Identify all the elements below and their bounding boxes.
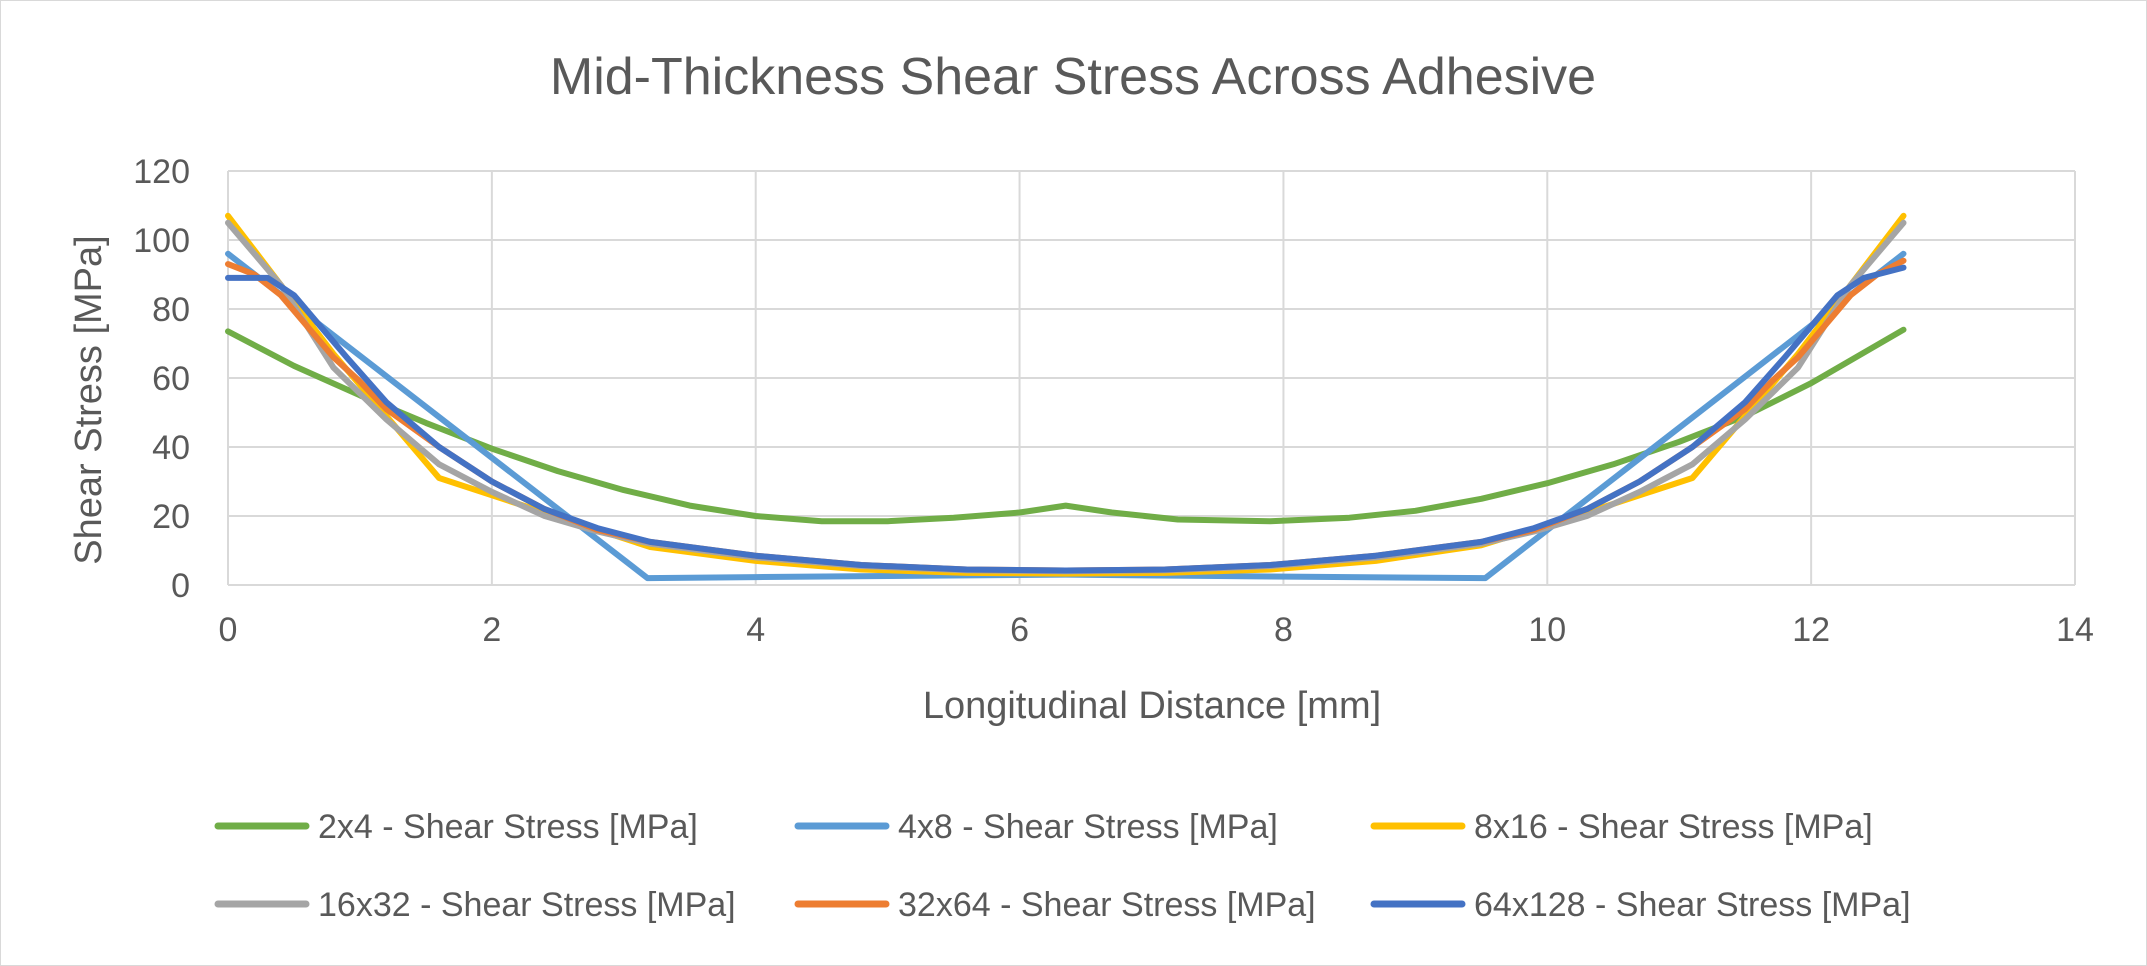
series-line-2	[225, 250, 1907, 582]
x-tick-label: 10	[1528, 611, 1566, 649]
chart-title: Mid-Thickness Shear Stress Across Adhesi…	[550, 48, 1596, 106]
x-tick-label: 14	[2056, 611, 2094, 649]
series-line-6	[225, 264, 1907, 574]
grid-lines	[227, 170, 2076, 586]
x-tick-label: 4	[746, 611, 765, 649]
y-tick-label: 40	[152, 429, 190, 467]
axis-ticks: 0 20 40 60 80 100 120 0 2 4 6 8 10 12 14	[133, 153, 2094, 649]
series-line-1	[225, 326, 1907, 525]
x-tick-label: 6	[1010, 611, 1029, 649]
legend-item: 16x32 - Shear Stress [MPa]	[214, 886, 736, 924]
legend-label: 8x16 - Shear Stress [MPa]	[1474, 808, 1873, 846]
legend-label: 32x64 - Shear Stress [MPa]	[898, 886, 1316, 924]
legend-label: 16x32 - Shear Stress [MPa]	[318, 886, 736, 924]
y-tick-label: 20	[152, 498, 190, 536]
series-line-3	[225, 212, 1907, 577]
legend-label: 64x128 - Shear Stress [MPa]	[1474, 886, 1911, 924]
x-axis-title: Longitudinal Distance [mm]	[923, 685, 1381, 727]
x-tick-label: 12	[1792, 611, 1830, 649]
x-tick-label: 8	[1274, 611, 1293, 649]
legend: 2x4 - Shear Stress [MPa] 4x8 - Shear Stre…	[214, 808, 1911, 924]
legend-item: 32x64 - Shear Stress [MPa]	[794, 886, 1316, 924]
legend-item: 4x8 - Shear Stress [MPa]	[794, 808, 1278, 846]
y-tick-label: 100	[133, 222, 190, 260]
x-tick-label: 0	[219, 611, 238, 649]
legend-item: 64x128 - Shear Stress [MPa]	[1370, 886, 1911, 924]
series-lines	[225, 212, 1907, 582]
legend-item: 2x4 - Shear Stress [MPa]	[214, 808, 698, 846]
y-tick-label: 0	[171, 567, 190, 605]
legend-label: 2x4 - Shear Stress [MPa]	[318, 808, 698, 846]
series-line-5	[225, 257, 1907, 574]
legend-label: 4x8 - Shear Stress [MPa]	[898, 808, 1278, 846]
y-tick-label: 60	[152, 360, 190, 398]
y-axis-title: Shear Stress [MPa]	[68, 235, 110, 564]
y-tick-label: 120	[133, 153, 190, 191]
series-line-4	[225, 219, 1907, 575]
y-tick-label: 80	[152, 291, 190, 329]
legend-item: 8x16 - Shear Stress [MPa]	[1370, 808, 1873, 846]
x-tick-label: 2	[482, 611, 501, 649]
